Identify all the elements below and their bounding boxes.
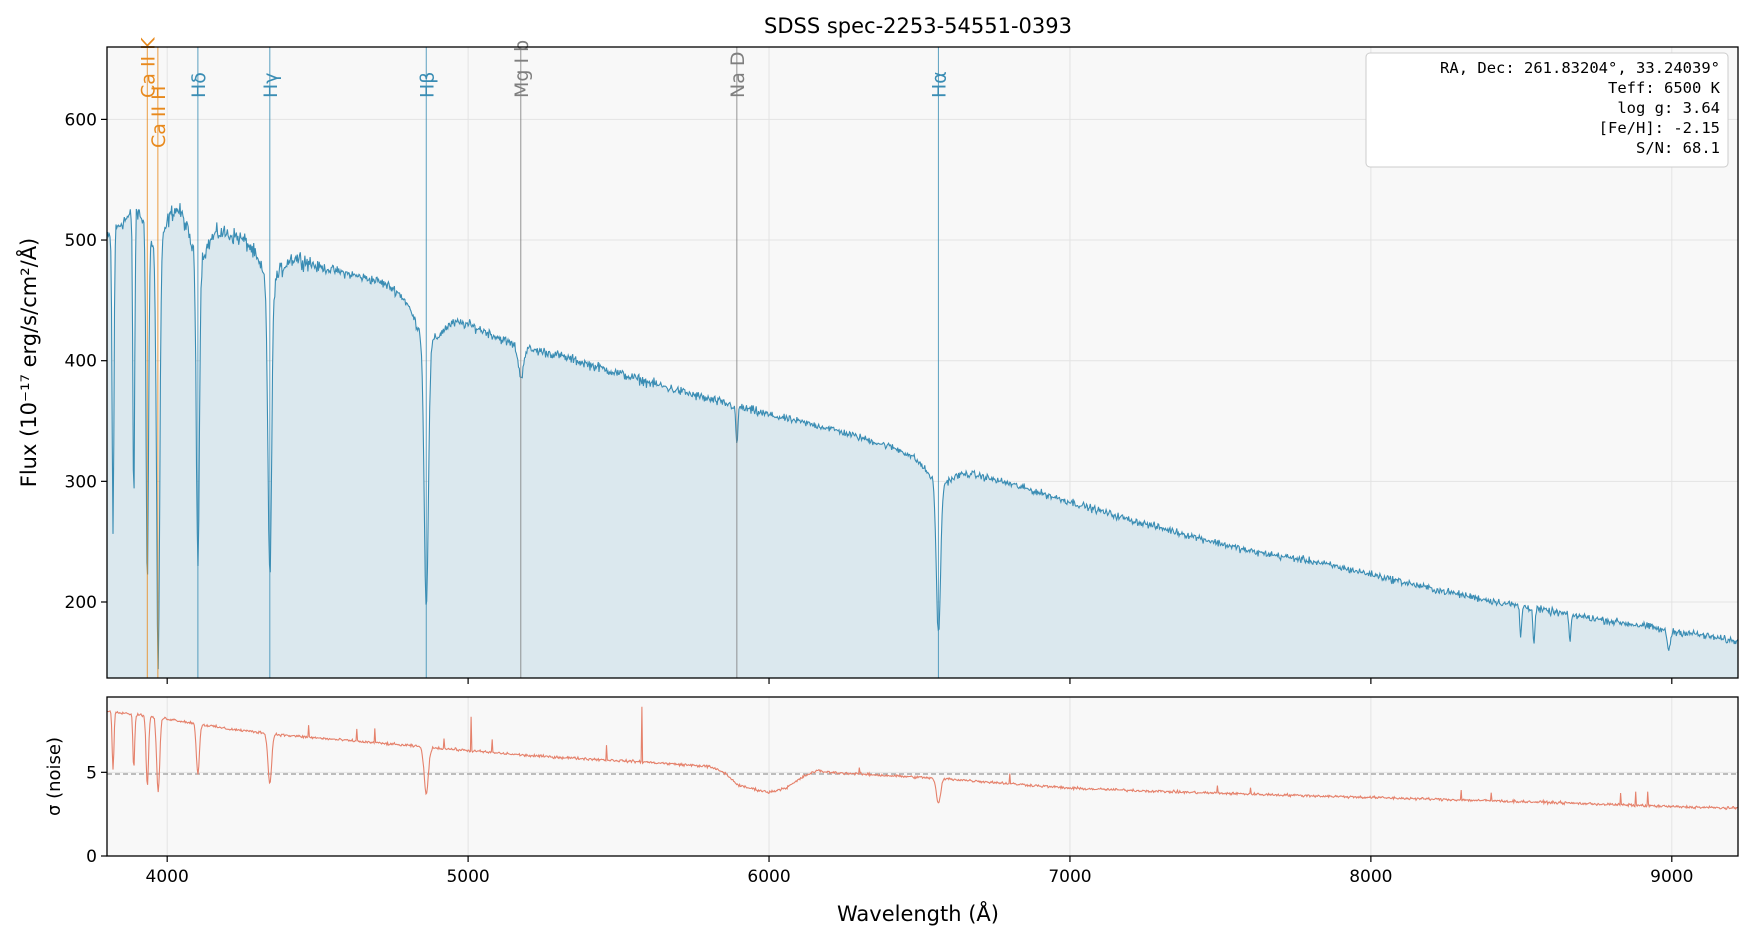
noise-series-line: [106, 706, 1739, 811]
flux-y-tick-label: 400: [65, 352, 97, 372]
x-tick-label: 9000: [1650, 867, 1693, 887]
spectral-line-label: Na D: [727, 51, 749, 98]
info-coordinates: RA, Dec: 261.83204°, 33.24039°: [1440, 59, 1720, 77]
flux-panel-frame: [106, 46, 1739, 679]
noise-y-tick-label: 5: [86, 763, 97, 783]
x-tick-label: 5000: [446, 867, 489, 887]
spectral-line-label: Ca II K: [137, 37, 159, 98]
flux-series-line: [106, 203, 1739, 670]
info-box: RA, Dec: 261.83204°, 33.24039° Teff: 650…: [1365, 52, 1729, 168]
spectral-line-label: Hγ: [260, 72, 282, 98]
info-box-frame: [1365, 52, 1729, 168]
x-tick-label: 8000: [1349, 867, 1392, 887]
spectral-line-label: Hδ: [188, 72, 210, 98]
flux-panel: Ca II KCa II H Hδ Hγ Hβ Mg I b Na D Hα 200 300 4…: [15, 37, 1739, 684]
spectral-line-label: Mg I b: [511, 40, 533, 98]
noise-panel-ticks: 4000 5000 6000 7000 8000 9000 0 5: [86, 763, 1693, 887]
spectral-line-label: Ca II H: [148, 86, 170, 148]
noise-panel-frame: [106, 696, 1739, 857]
wavelength-axis-label: Wavelength (Å): [837, 900, 999, 926]
flux-fill-area: [107, 203, 1738, 678]
flux-panel-ticks: 200 300 400 500 600: [65, 110, 1673, 684]
spectral-line-markers: Ca II KCa II H Hδ Hγ Hβ Mg I b Na D Hα: [137, 37, 950, 678]
info-feh: [Fe/H]: -2.15: [1599, 119, 1720, 137]
info-logg: log g: 3.64: [1617, 99, 1720, 117]
noise-panel: 4000 5000 6000 7000 8000 9000 0 5 σ (noise): [44, 696, 1739, 887]
spectral-line-label: Hβ: [416, 72, 438, 98]
flux-axis-label: Flux (10⁻¹⁷ erg/s/cm²/Å): [15, 238, 41, 488]
x-tick-label: 6000: [747, 867, 790, 887]
noise-axis-label: σ (noise): [44, 737, 65, 816]
x-tick-label: 4000: [146, 867, 189, 887]
chart-title: SDSS spec-2253-54551-0393: [764, 14, 1072, 38]
flux-y-tick-label: 500: [65, 231, 97, 251]
flux-y-tick-label: 600: [65, 110, 97, 130]
flux-y-tick-label: 200: [65, 593, 97, 613]
info-teff: Teff: 6500 K: [1608, 79, 1721, 97]
spectral-line-label: Hα: [928, 71, 950, 98]
noise-panel-background: [107, 697, 1738, 856]
flux-y-tick-label: 300: [65, 472, 97, 492]
x-tick-label: 7000: [1048, 867, 1091, 887]
noise-y-tick-label: 0: [86, 847, 97, 867]
info-snr: S/N: 68.1: [1636, 139, 1720, 157]
